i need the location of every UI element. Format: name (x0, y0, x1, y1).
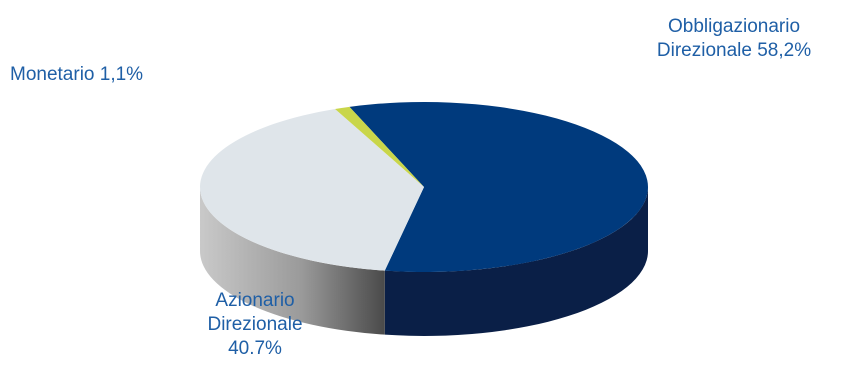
pie-sides (200, 187, 648, 336)
pie-slice (200, 108, 424, 271)
slice-label-obbligazionario: Obbligazionario Direzionale 58,2% (636, 15, 832, 63)
slice-label-monetario: Monetario 1,1% (10, 63, 143, 87)
slice-label-azionario: Azionario Direzionale 40.7% (170, 289, 340, 361)
pie-slice-side (384, 187, 648, 336)
pie-slice (349, 101, 649, 272)
pie-tops (200, 101, 649, 272)
slice-label-line: Direzionale (207, 314, 303, 335)
pie-slice (335, 106, 424, 187)
slice-label-line: Monetario 1,1% (10, 64, 144, 85)
slice-label-line: 40.7% (228, 338, 282, 359)
slice-label-line: Azionario (215, 290, 295, 311)
slice-label-line: Direzionale 58,2% (656, 40, 812, 61)
slice-label-line: Obbligazionario (667, 16, 801, 37)
pie-slice-side (200, 187, 385, 335)
